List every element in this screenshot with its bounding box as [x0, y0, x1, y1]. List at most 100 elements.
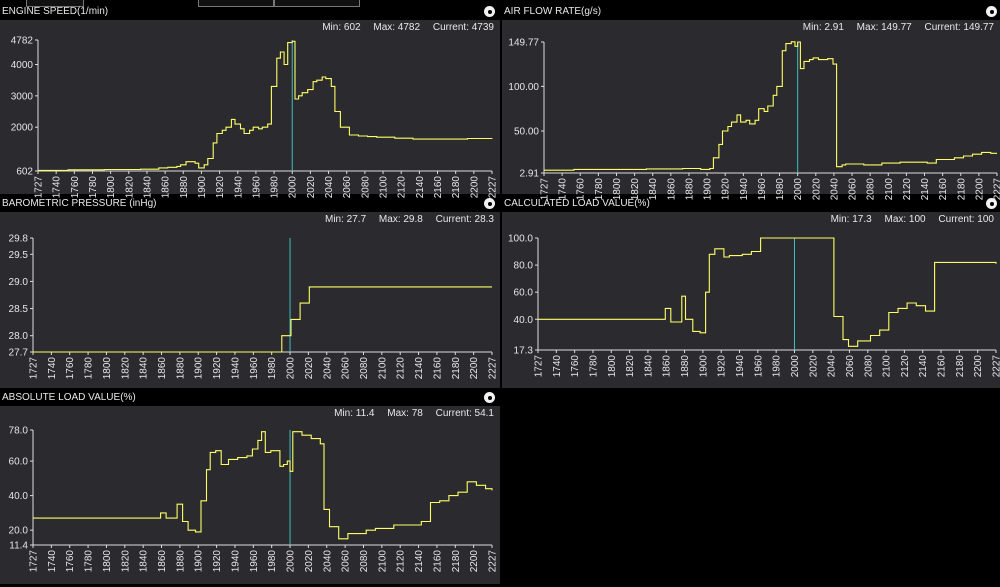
x-tick-label: 2227 — [488, 357, 499, 380]
x-tick-label: 2040 — [324, 176, 335, 199]
x-tick-label: 2180 — [451, 176, 462, 199]
x-tick-label: 1880 — [680, 355, 691, 378]
plot-area: Min: 602 Max: 4782 Current: 4739 602 2000… — [0, 20, 500, 199]
chart-title: BAROMETRIC PRESSURE (inHg) — [2, 198, 157, 209]
x-tick-label: 2227 — [992, 355, 1000, 378]
x-tick-label: 2040 — [322, 550, 333, 573]
chart-svg: 11.4 20.0 40.0 60.0 78.0 1727 1740 1760 1780 1800… — [9, 426, 499, 573]
stat-max: Max: 29.8 — [378, 214, 423, 225]
stat-min: Min: 602 — [322, 22, 361, 33]
x-tick-label: 1920 — [212, 550, 223, 573]
series-line — [538, 237, 997, 347]
x-tick-label: 1840 — [643, 355, 654, 378]
x-tick-label: 1800 — [102, 550, 113, 573]
x-tick-label: 2020 — [304, 357, 315, 380]
x-tick-label: 2000 — [288, 176, 299, 199]
stat-max: Max: 100 — [884, 214, 926, 225]
x-tick-label: 2020 — [808, 355, 819, 378]
chart-svg: 602 2000 3000 4000 4782 1727 1740 1760 1780 1800 1… — [11, 36, 499, 199]
y-tick-label: 27.7 — [9, 348, 29, 359]
x-tick-label: 2020 — [304, 550, 315, 573]
x-tick-label: 2120 — [396, 550, 407, 573]
x-tick-label: 2080 — [863, 355, 874, 378]
x-tick-label: 1740 — [47, 357, 58, 380]
chart-title: ABSOLUTE LOAD VALUE(%) — [2, 392, 136, 403]
plot-area: Min: 27.7 Max: 29.8 Current: 28.3 27.7 28… — [0, 212, 500, 388]
stats-readout: Min: 2.91 Max: 149.77 Current: 149.77 — [793, 22, 994, 33]
chart-svg: 17.3 40.0 60.0 80.0 100.0 1727 1740 1760 1780 180… — [508, 234, 1000, 378]
y-tick-label: 17.3 — [514, 346, 534, 357]
y-tick-label: 29.5 — [9, 250, 29, 261]
x-tick-label: 2000 — [286, 357, 297, 380]
x-tick-label: 2060 — [341, 550, 352, 573]
x-tick-label: 1820 — [625, 355, 636, 378]
y-tick-label: 50.00 — [514, 126, 539, 137]
top-button-left[interactable] — [26, 0, 84, 7]
chart-panel-barometric-pressure: BAROMETRIC PRESSURE (inHg) Min: 27.7 Max… — [0, 198, 500, 388]
x-tick-label: 1780 — [588, 355, 599, 378]
x-tick-label: 2200 — [973, 355, 984, 378]
panel-menu-icon[interactable] — [986, 6, 997, 17]
y-tick-label: 149.77 — [508, 38, 539, 49]
x-tick-label: 1780 — [594, 178, 605, 201]
panel-menu-icon[interactable] — [484, 6, 495, 17]
x-tick-label: 1760 — [65, 357, 76, 380]
x-tick-label: 2040 — [322, 357, 333, 380]
stat-min: Min: 27.7 — [325, 214, 367, 225]
series-line — [33, 431, 493, 540]
y-tick-label: 28.5 — [9, 304, 29, 315]
chart-svg: 2.91 50.00 100.00 149.77 1727 1740 1760 1780 180… — [508, 38, 1000, 201]
x-tick-label: 2160 — [432, 550, 443, 573]
x-tick-label: 2180 — [955, 355, 966, 378]
top-button-middle[interactable] — [198, 0, 274, 7]
stat-current: Current: 28.3 — [435, 214, 494, 225]
chart-panel-calculated-load-value: CALCULATED LOAD VALUE(%) Min: 17.3 Max: … — [502, 198, 1000, 388]
x-tick-label: 1860 — [161, 176, 172, 199]
panel-menu-icon[interactable] — [484, 198, 495, 209]
x-tick-label: 1740 — [47, 550, 58, 573]
series-line — [38, 40, 493, 171]
x-tick-label: 2227 — [488, 550, 499, 573]
panel-menu-icon[interactable] — [986, 198, 997, 209]
x-tick-label: 2020 — [811, 178, 822, 201]
x-tick-label: 1940 — [230, 357, 241, 380]
x-tick-label: 2080 — [359, 550, 370, 573]
panel-menu-icon[interactable] — [484, 392, 495, 403]
x-tick-label: 2020 — [306, 176, 317, 199]
x-tick-label: 2160 — [433, 176, 444, 199]
x-tick-label: 2180 — [451, 357, 462, 380]
x-tick-label: 2120 — [900, 355, 911, 378]
x-tick-label: 1980 — [270, 176, 281, 199]
x-tick-label: 2080 — [866, 178, 877, 201]
x-tick-label: 2200 — [469, 176, 480, 199]
chart-panel-absolute-load-value: ABSOLUTE LOAD VALUE(%) Min: 11.4 Max: 78… — [0, 392, 500, 584]
x-tick-label: 2060 — [845, 355, 856, 378]
x-tick-label: 1840 — [139, 357, 150, 380]
stat-max: Max: 78 — [387, 408, 423, 419]
x-tick-label: 2140 — [414, 550, 425, 573]
x-tick-label: 1800 — [102, 357, 113, 380]
x-tick-label: 2100 — [882, 355, 893, 378]
y-tick-label: 11.4 — [9, 541, 28, 552]
x-tick-label: 1820 — [124, 176, 135, 199]
x-tick-label: 2100 — [379, 176, 390, 199]
x-tick-label: 1840 — [648, 178, 659, 201]
x-tick-label: 2200 — [469, 550, 480, 573]
stat-max: Max: 149.77 — [856, 22, 912, 33]
stat-current: Current: 4739 — [432, 22, 494, 33]
x-tick-label: 1727 — [29, 550, 40, 573]
y-tick-label: 100.00 — [508, 82, 539, 93]
top-button-right[interactable] — [274, 0, 360, 7]
x-tick-label: 1980 — [267, 357, 278, 380]
y-tick-label: 100.0 — [508, 234, 533, 245]
x-tick-label: 2160 — [937, 355, 948, 378]
x-tick-label: 1820 — [120, 357, 131, 380]
x-tick-label: 1980 — [267, 550, 278, 573]
stat-max: Max: 4782 — [373, 22, 421, 33]
x-tick-label: 1800 — [607, 355, 618, 378]
x-tick-label: 2100 — [377, 550, 388, 573]
stat-min: Min: 17.3 — [830, 214, 872, 225]
x-tick-label: 2120 — [902, 178, 913, 201]
x-tick-label: 1727 — [534, 355, 545, 378]
x-tick-label: 1760 — [70, 176, 81, 199]
